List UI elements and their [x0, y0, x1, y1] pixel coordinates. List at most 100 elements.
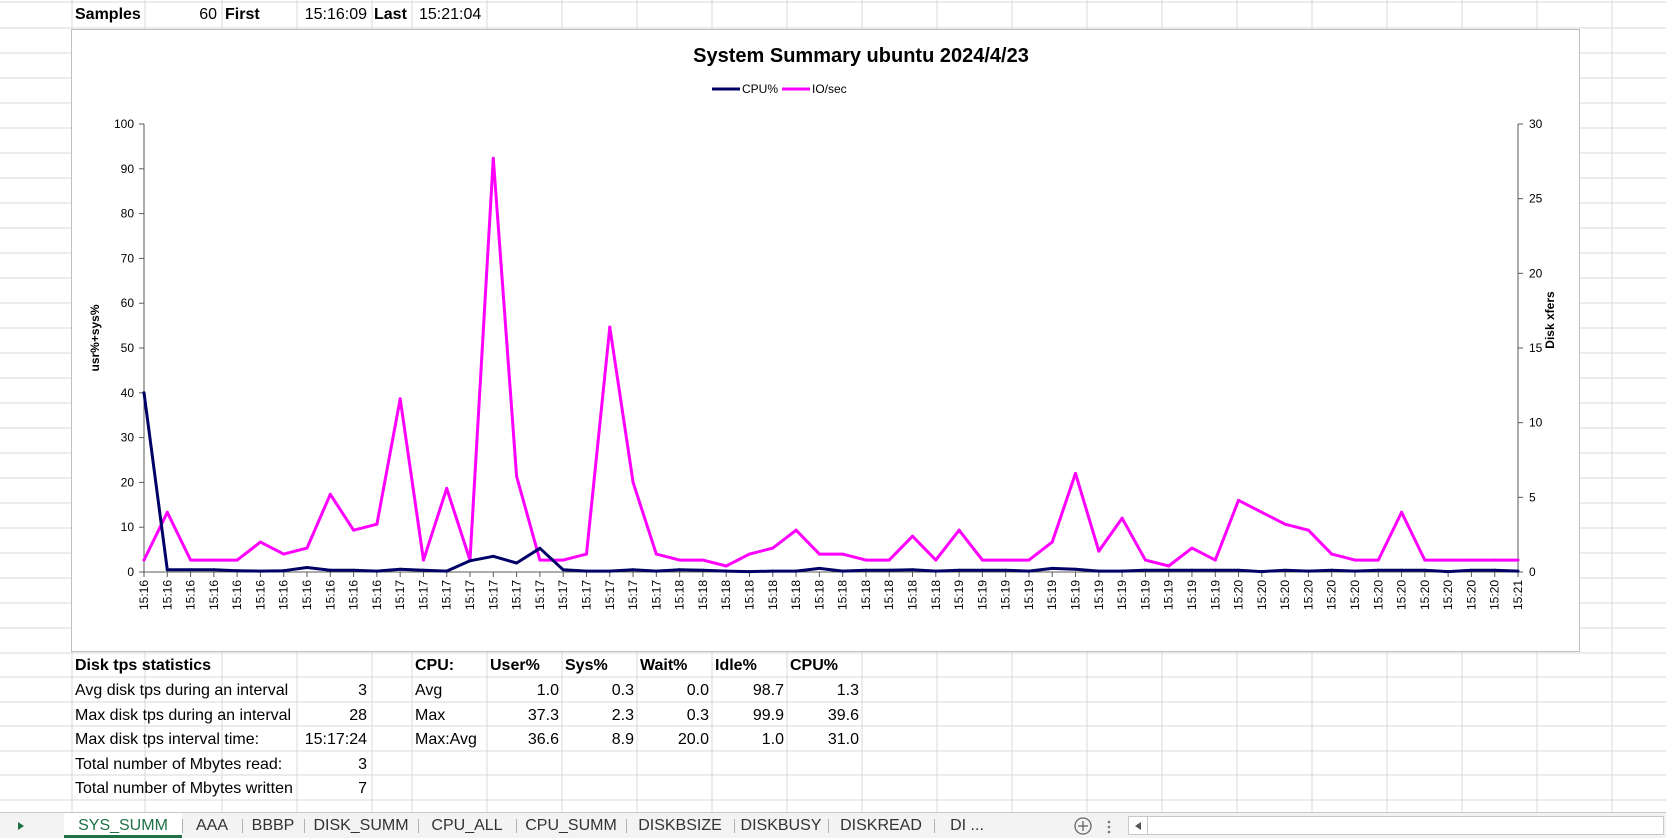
cpu-header-cell[interactable]: Wait%: [640, 657, 688, 674]
disk-stat-label[interactable]: Avg disk tps during an interval: [75, 682, 289, 699]
x-tick-label: 15:18: [859, 580, 873, 610]
x-tick-label: 15:17: [579, 580, 593, 610]
cpu-cell[interactable]: 0.0: [686, 682, 709, 699]
cpu-cell[interactable]: 98.7: [752, 682, 784, 699]
y-tick-label: 90: [121, 162, 135, 176]
x-tick-label: 15:20: [1441, 580, 1455, 610]
sheet-tab[interactable]: CPU_SUMM: [525, 817, 617, 834]
disk-stat-value[interactable]: 28: [349, 706, 367, 724]
io-sec-point: [328, 492, 332, 496]
cpu-cell[interactable]: 36.6: [527, 731, 559, 748]
tab-separator: [734, 819, 735, 833]
cpu-cell[interactable]: 99.9: [752, 706, 784, 724]
scroll-left-icon[interactable]: [1133, 821, 1143, 831]
cpu-header-cell[interactable]: CPU%: [790, 657, 839, 674]
sheet-tab[interactable]: SYS_SUMM: [64, 813, 182, 838]
cpu-cell[interactable]: 0.3: [611, 682, 634, 699]
sheet-tab[interactable]: AAA: [195, 817, 228, 834]
cpu-series-line[interactable]: [142, 392, 1519, 574]
cpu-header-cell[interactable]: Sys%: [565, 657, 608, 674]
x-tick-label: 15:16: [207, 580, 221, 610]
cpu-point: [794, 569, 798, 573]
sheet-tab[interactable]: DISK_SUMM: [313, 817, 409, 834]
tab-separator: [934, 819, 935, 833]
cpu-cell[interactable]: 20.0: [677, 731, 709, 748]
x-tick-label: 15:20: [1418, 580, 1432, 610]
system-summary-chart[interactable]: System Summary ubuntu 2024/4/23 CPU% IO/se…: [71, 29, 1580, 652]
disk-stat-label[interactable]: Total number of Mbytes written: [75, 780, 293, 797]
cpu-point: [631, 568, 635, 572]
triangle-right-icon[interactable]: [16, 821, 26, 831]
io-sec-point: [1423, 558, 1427, 562]
disk-stat-value[interactable]: 3: [358, 682, 367, 699]
cpu-cell[interactable]: 1.0: [536, 682, 559, 699]
first-label[interactable]: First: [225, 6, 260, 23]
first-value[interactable]: 15:16:09: [304, 6, 367, 23]
y2-tick-label: 0: [1529, 565, 1536, 579]
disk-stat-label[interactable]: Max disk tps interval time:: [75, 731, 260, 748]
io-sec-point: [980, 558, 984, 562]
samples-label[interactable]: Samples: [75, 6, 141, 23]
x-tick-label: 15:16: [300, 580, 314, 610]
last-label[interactable]: Last: [374, 6, 407, 23]
x-tick-label: 15:18: [836, 580, 850, 610]
cpu-point: [841, 569, 845, 573]
samples-value[interactable]: 60: [199, 6, 217, 23]
sheet-tab[interactable]: BBBP: [251, 817, 295, 834]
disk-stat-label[interactable]: Total number of Mbytes read:: [75, 755, 283, 773]
disk-stat-value[interactable]: 15:17:24: [304, 731, 367, 748]
chart-title: System Summary ubuntu 2024/4/23: [693, 45, 1029, 67]
y-tick-label: 40: [121, 386, 135, 400]
disk-stats-title[interactable]: Disk tps statistics: [75, 657, 212, 674]
disk-stat-value[interactable]: 7: [358, 780, 367, 797]
io-sec-point: [398, 397, 402, 401]
cpu-point: [258, 569, 262, 573]
cpu-cell[interactable]: 1.3: [836, 682, 859, 699]
x-tick-label: 15:19: [1092, 580, 1106, 610]
x-tick-label: 15:16: [230, 580, 244, 610]
disk-stat-label[interactable]: Max disk tps during an interval: [75, 706, 292, 724]
x-tick-label: 15:18: [929, 580, 943, 610]
tab-separator: [182, 819, 183, 833]
cpu-cell[interactable]: 0.3: [686, 706, 709, 724]
cpu-header-cell[interactable]: User%: [490, 657, 540, 674]
x-tick-label: 15:17: [393, 580, 407, 610]
io-sec-point: [794, 528, 798, 532]
plus-circle-icon[interactable]: [1073, 816, 1093, 836]
sheet-tab[interactable]: DISKREAD: [840, 817, 922, 834]
x-tick-label: 15:17: [416, 580, 430, 610]
io-sec-point: [678, 558, 682, 562]
io-sec-series-line[interactable]: [142, 156, 1518, 568]
cpu-cell[interactable]: 1.0: [761, 731, 784, 748]
cpu-point: [654, 569, 658, 573]
cpu-cell[interactable]: 37.3: [527, 706, 559, 724]
x-tick-label: 15:18: [906, 580, 920, 610]
sheet-tab[interactable]: DI ...: [950, 817, 984, 834]
vertical-dots-icon[interactable]: [1106, 819, 1112, 835]
cpu-cell[interactable]: Avg: [415, 682, 443, 699]
tab-separator: [304, 819, 305, 833]
y-tick-label: 30: [121, 431, 135, 445]
last-value[interactable]: 15:21:04: [419, 6, 482, 23]
disk-stat-value[interactable]: 3: [358, 755, 367, 773]
io-sec-point: [142, 558, 146, 562]
io-sec-point: [561, 558, 565, 562]
cpu-point: [1493, 568, 1497, 572]
cpu-cell[interactable]: 2.3: [611, 706, 634, 724]
sheet-tab[interactable]: DISKBSIZE: [638, 817, 722, 834]
io-sec-point: [258, 540, 262, 544]
cpu-cell[interactable]: 8.9: [611, 731, 634, 748]
horizontal-scrollbar[interactable]: [1128, 816, 1664, 835]
cpu-cell[interactable]: 31.0: [827, 731, 859, 748]
io-sec-point: [515, 474, 519, 478]
cpu-cell[interactable]: 39.6: [827, 706, 859, 724]
x-tick-label: 15:19: [1185, 580, 1199, 610]
cpu-point: [1190, 568, 1194, 572]
sheet-tab[interactable]: DISKBUSY: [740, 817, 822, 834]
cpu-header-cell[interactable]: Idle%: [715, 657, 757, 674]
io-sec-point: [864, 558, 868, 562]
cpu-cell[interactable]: Max:Avg: [415, 731, 477, 748]
cpu-cell[interactable]: Max: [415, 706, 446, 724]
cpu-header-cell[interactable]: CPU:: [415, 657, 455, 674]
sheet-tab[interactable]: CPU_ALL: [431, 817, 503, 834]
